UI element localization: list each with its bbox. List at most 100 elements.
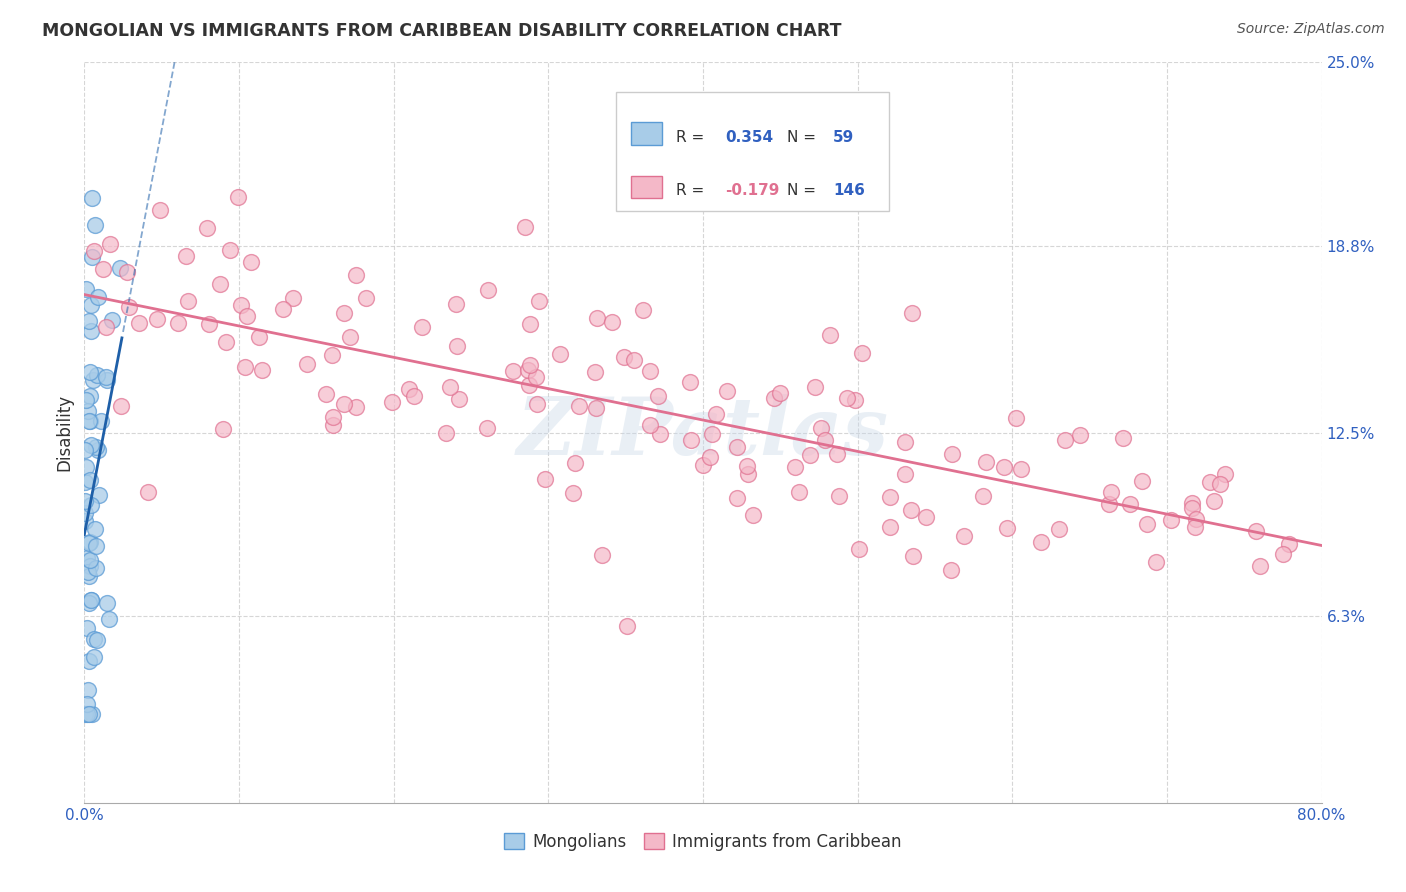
- Point: [735, 458, 758, 473]
- Point: [98, 612, 121, 626]
- Point: [613, 350, 636, 364]
- Point: [273, 302, 295, 317]
- Point: [96, 596, 118, 610]
- Point: [640, 364, 662, 378]
- FancyBboxPatch shape: [631, 176, 662, 198]
- Point: [82, 373, 104, 387]
- Point: [83, 522, 105, 536]
- Point: [80, 324, 103, 338]
- Point: [516, 363, 538, 377]
- Point: [519, 359, 541, 373]
- Point: [679, 434, 702, 448]
- Point: [519, 317, 541, 331]
- Point: [79, 534, 101, 549]
- Point: [79, 388, 101, 402]
- Point: [568, 399, 591, 413]
- Point: [1272, 547, 1295, 561]
- Point: [799, 448, 821, 462]
- Point: [83, 244, 105, 258]
- Point: [198, 317, 221, 331]
- Point: [339, 330, 361, 344]
- Point: [564, 456, 586, 470]
- Point: [115, 265, 138, 279]
- Point: [80, 437, 103, 451]
- Point: [848, 541, 870, 556]
- Text: R =: R =: [676, 129, 704, 145]
- Point: [250, 363, 273, 377]
- Point: [1144, 555, 1167, 569]
- Point: [638, 418, 661, 433]
- Text: ZIPatlas: ZIPatlas: [517, 394, 889, 471]
- Point: [76, 697, 98, 711]
- Point: [1069, 428, 1091, 442]
- Point: [80, 298, 103, 312]
- FancyBboxPatch shape: [631, 122, 662, 145]
- Point: [818, 327, 841, 342]
- Point: [79, 414, 101, 428]
- Point: [91, 261, 114, 276]
- Point: [953, 528, 976, 542]
- Point: [900, 503, 922, 517]
- Point: [591, 549, 613, 563]
- Point: [1249, 558, 1271, 573]
- Point: [322, 410, 344, 425]
- Point: [515, 220, 537, 235]
- Text: 146: 146: [832, 183, 865, 198]
- Point: [1278, 537, 1301, 551]
- Point: [1160, 513, 1182, 527]
- Point: [1213, 467, 1236, 481]
- Point: [75, 392, 97, 407]
- Point: [837, 391, 859, 405]
- Point: [446, 339, 468, 353]
- Point: [1031, 534, 1053, 549]
- Point: [76, 683, 98, 698]
- Point: [814, 433, 837, 447]
- Point: [76, 706, 98, 721]
- Point: [176, 293, 198, 308]
- Point: [83, 632, 105, 646]
- Point: [1244, 524, 1267, 539]
- Point: [534, 472, 557, 486]
- Point: [562, 485, 585, 500]
- Point: [1112, 431, 1135, 445]
- FancyBboxPatch shape: [616, 92, 889, 211]
- Point: [434, 426, 457, 441]
- Point: [527, 293, 550, 308]
- Point: [96, 320, 118, 334]
- Point: [108, 260, 131, 275]
- Point: [679, 375, 702, 389]
- Point: [128, 316, 150, 330]
- Point: [398, 382, 420, 396]
- Point: [79, 473, 101, 487]
- Point: [226, 189, 249, 203]
- Point: [174, 249, 197, 263]
- Point: [1119, 496, 1142, 510]
- Point: [76, 622, 98, 636]
- Point: [995, 521, 1018, 535]
- Point: [86, 368, 108, 382]
- Text: N =: N =: [787, 129, 815, 145]
- Point: [477, 420, 499, 434]
- Point: [79, 365, 101, 379]
- Point: [76, 566, 98, 580]
- Point: [411, 320, 433, 334]
- Point: [344, 268, 367, 282]
- Point: [240, 254, 263, 268]
- Point: [647, 389, 669, 403]
- Point: [1130, 475, 1153, 489]
- Point: [879, 520, 901, 534]
- Point: [1198, 475, 1220, 490]
- Point: [77, 654, 100, 668]
- Point: [354, 291, 377, 305]
- Point: [447, 392, 470, 406]
- Point: [82, 191, 104, 205]
- Point: [77, 404, 100, 418]
- Point: [974, 455, 997, 469]
- Point: [333, 305, 356, 319]
- Point: [84, 440, 107, 454]
- Point: [76, 550, 98, 565]
- Point: [894, 435, 917, 450]
- Point: [136, 485, 159, 500]
- Point: [98, 236, 121, 251]
- Point: [77, 706, 100, 721]
